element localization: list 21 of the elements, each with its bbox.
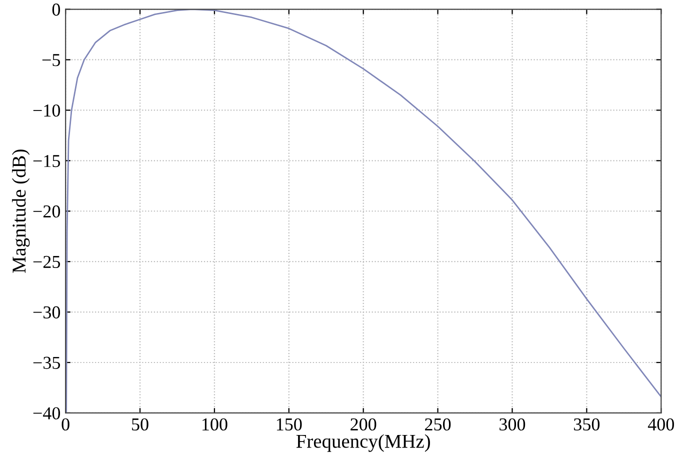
- x-axis-title: Frequency(MHz): [296, 434, 430, 452]
- y-tick-label: −5: [42, 54, 60, 66]
- x-tick-label: 300: [500, 418, 526, 431]
- y-tick-label: −20: [33, 205, 60, 218]
- y-tick-label: −15: [33, 155, 60, 168]
- y-tick-label: 0: [52, 4, 60, 16]
- y-tick-label: −40: [33, 407, 60, 420]
- y-axis-title: Magnitude (dB): [12, 150, 30, 273]
- x-tick-label: 400: [648, 418, 674, 431]
- x-tick-label: 350: [574, 418, 600, 431]
- y-tick-label: −35: [33, 356, 60, 369]
- x-tick-label: 50: [132, 418, 148, 431]
- line-series: [66, 9, 662, 413]
- x-tick-label: 100: [202, 418, 228, 431]
- y-tick-label: −10: [33, 104, 60, 117]
- x-tick-label: 200: [350, 418, 376, 431]
- y-tick-label: −25: [33, 256, 60, 268]
- y-tick-label: −30: [33, 306, 60, 318]
- x-tick-label: 250: [425, 418, 451, 431]
- x-tick-label: 0: [62, 418, 70, 431]
- x-tick-label: 150: [276, 418, 302, 431]
